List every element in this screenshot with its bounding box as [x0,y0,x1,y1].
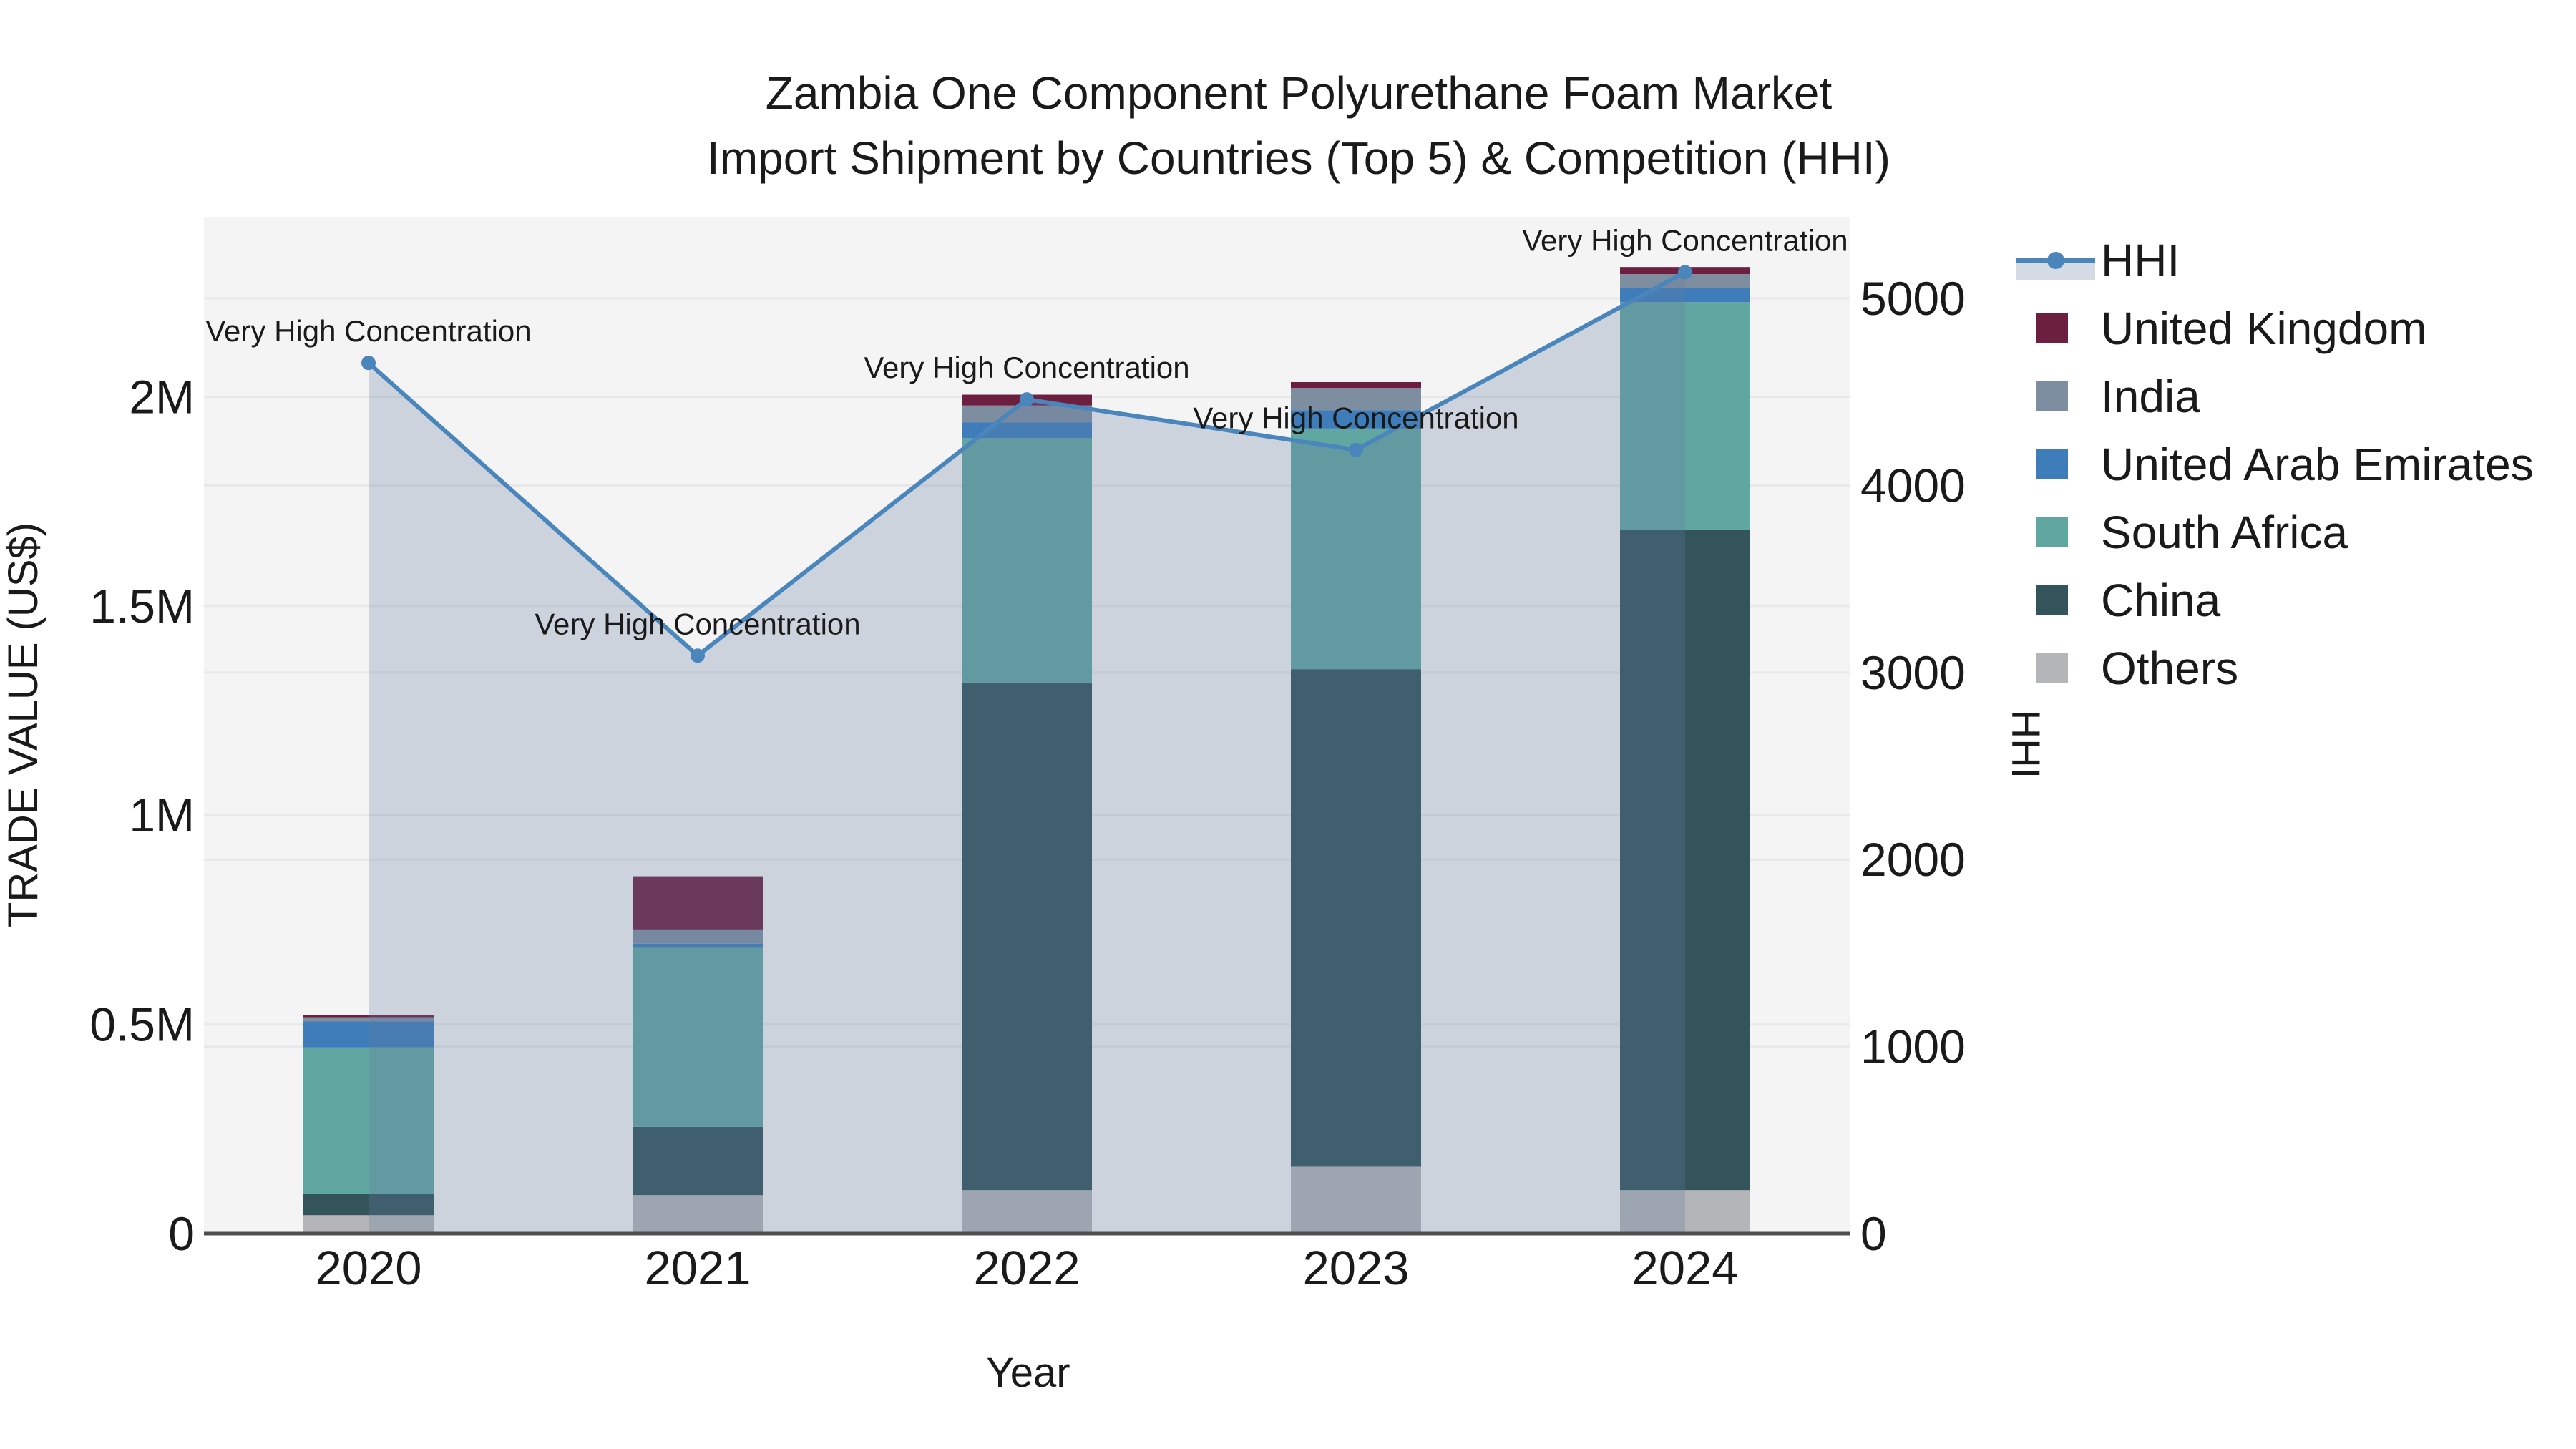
y-axis-tick-label: 2M [129,370,195,423]
y-axis-tick-label: 0.5M [89,998,195,1051]
bar-segment-united-kingdom-2023[interactable] [1291,381,1421,389]
hhi-point-2022[interactable] [1020,392,1034,407]
hhi-area-fill [369,272,1685,1234]
chart-title-line2: Import Shipment by Countries (Top 5) & C… [707,132,1890,184]
hhi-point-2021[interactable] [691,648,705,663]
legend-label: China [2101,575,2221,626]
legend-label: United Arab Emirates [2101,439,2534,490]
legend-item-united-arab-emirates[interactable]: United Arab Emirates [2036,439,2534,490]
bar-segment-united-kingdom-2020[interactable] [303,1015,434,1018]
annotation-2022: Very High Concentration [864,351,1189,384]
legend-item-others[interactable]: Others [2036,643,2238,694]
bar-segment-south-africa-2023[interactable] [1291,428,1421,670]
bar-segment-china-2021[interactable] [633,1126,763,1196]
y2-axis-tick-label: 1000 [1860,1020,1966,1073]
bar-segment-others-2024[interactable] [1620,1190,1750,1234]
hhi-point-2024[interactable] [1678,265,1692,280]
hhi-area-layer [369,272,1685,1234]
hhi-point-2020[interactable] [361,356,376,371]
annotation-2020: Very High Concentration [205,314,531,348]
bar-segment-china-2023[interactable] [1291,669,1421,1167]
bar-segment-india-2023[interactable] [1291,388,1421,411]
bar-segment-united-arab-emirates-2020[interactable] [303,1021,434,1048]
legend-item-china[interactable]: China [2036,575,2221,626]
legend-label: United Kingdom [2101,303,2426,354]
legend: HHI United Kingdom India United Arab Emirat… [2016,235,2534,694]
bar-segment-china-2020[interactable] [303,1194,434,1216]
legend-label: HHI [2101,235,2180,286]
bar-segment-india-2021[interactable] [633,929,763,944]
bar-segment-china-2024[interactable] [1620,530,1750,1191]
bar-segment-others-2021[interactable] [633,1195,763,1234]
legend-swatch [2036,313,2068,343]
y2-axis-tick-label: 4000 [1860,459,1966,512]
annotation-2021: Very High Concentration [535,607,860,640]
y-axis-tick-label: 0 [168,1207,195,1260]
bar-segment-china-2022[interactable] [962,682,1092,1191]
x-axis-tick-label-2021: 2021 [644,1241,751,1295]
bar-segment-others-2022[interactable] [962,1190,1092,1234]
hhi-line-layer [361,265,1692,663]
legend-hhi-marker-sample [2047,252,2064,269]
legend-label: Others [2101,643,2238,694]
x-axis-title: Year [986,1350,1070,1396]
legend-label: South Africa [2101,507,2348,558]
bar-segment-united-arab-emirates-2021[interactable] [633,943,763,948]
y-axis-tick-label: 1.5M [89,580,195,633]
bar-segment-india-2024[interactable] [1620,274,1750,288]
y-axis-title: TRADE VALUE (US$) [0,522,47,927]
legend-swatch [2036,585,2068,615]
chart-title-line1: Zambia One Component Polyurethane Foam M… [766,67,1833,119]
x-axis-tick-label-2023: 2023 [1302,1241,1409,1295]
bar-segment-south-africa-2024[interactable] [1620,302,1750,530]
bar-segment-india-2022[interactable] [962,405,1092,423]
bar-segment-others-2023[interactable] [1291,1166,1421,1234]
axes-layer: 0 0.5M 1M 1.5M 2M 0 1000 2000 3000 4000 5000 2020 20… [89,272,1966,1295]
y2-axis-tick-label: 5000 [1860,272,1966,325]
annotation-2024: Very High Concentration [1522,223,1848,257]
hhi-point-2023[interactable] [1349,442,1363,457]
y2-axis-tick-label: 2000 [1860,833,1966,886]
legend-swatch [2036,653,2068,683]
bar-segment-south-africa-2020[interactable] [303,1047,434,1194]
x-axis-tick-label-2022: 2022 [973,1241,1080,1295]
bar-segment-united-kingdom-2021[interactable] [633,876,763,930]
bar-segment-others-2020[interactable] [303,1215,434,1234]
legend-swatch [2036,381,2068,411]
legend-item-india[interactable]: India [2036,371,2200,422]
legend-swatch [2036,517,2068,547]
bar-segment-south-africa-2021[interactable] [633,947,763,1127]
bars-layer [303,267,1750,1234]
x-axis-tick-label-2020: 2020 [315,1241,421,1295]
legend-item-united-kingdom[interactable]: United Kingdom [2036,303,2426,354]
legend-swatch [2036,449,2068,479]
y2-axis-tick-label: 0 [1860,1207,1887,1260]
y2-axis-title: HHI [2004,710,2049,779]
x-axis-tick-label-2024: 2024 [1631,1241,1738,1295]
y2-axis-tick-label: 3000 [1860,646,1966,699]
bar-segment-south-africa-2022[interactable] [962,438,1092,683]
legend-item-south-africa[interactable]: South Africa [2036,507,2348,558]
annotation-2023: Very High Concentration [1193,401,1518,435]
legend-item-hhi[interactable]: HHI [2016,235,2180,286]
bar-segment-india-2020[interactable] [303,1017,434,1022]
legend-label: India [2101,371,2200,422]
y-axis-tick-label: 1M [129,789,195,841]
